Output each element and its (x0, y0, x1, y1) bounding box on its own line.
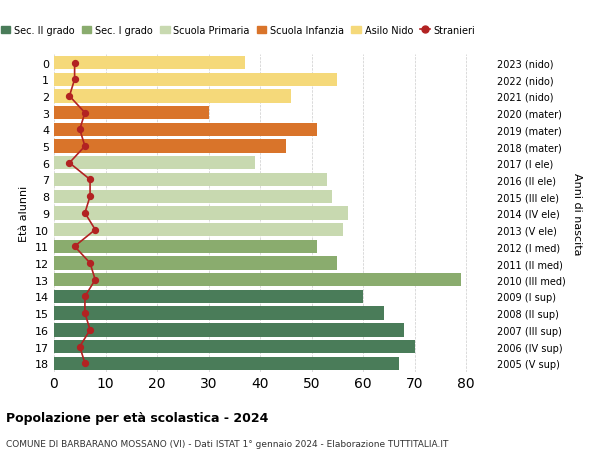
Bar (54, 157, 255, 170)
Legend: Sec. II grado, Sec. I grado, Scuola Primaria, Scuola Infanzia, Asilo Nido, Stran: Sec. II grado, Sec. I grado, Scuola Prim… (0, 22, 479, 39)
Point (91, 276, 100, 284)
Point (80, 210, 90, 217)
Point (85, 326, 95, 334)
Point (85, 193, 95, 201)
Y-axis label: Anni di nascita: Anni di nascita (572, 172, 582, 255)
Bar (54, 357, 399, 370)
Point (91, 226, 100, 234)
Bar (54, 57, 245, 70)
Point (85, 260, 95, 267)
Bar (54, 73, 337, 87)
Bar (54, 207, 348, 220)
Bar (54, 240, 317, 253)
Point (80, 110, 90, 117)
Bar (54, 290, 363, 303)
Bar (54, 324, 404, 337)
Point (75, 343, 85, 351)
Bar (54, 190, 332, 203)
Bar (54, 224, 343, 237)
Point (65, 160, 74, 167)
Bar (54, 90, 291, 103)
Point (70, 76, 79, 84)
Bar (54, 107, 209, 120)
Text: COMUNE DI BARBARANO MOSSANO (VI) - Dati ISTAT 1° gennaio 2024 - Elaborazione TUT: COMUNE DI BARBARANO MOSSANO (VI) - Dati … (6, 439, 448, 448)
Bar (54, 140, 286, 153)
Point (80, 360, 90, 367)
Point (80, 293, 90, 301)
Point (65, 93, 74, 101)
Text: Popolazione per età scolastica - 2024: Popolazione per età scolastica - 2024 (6, 411, 268, 424)
Bar (54, 257, 337, 270)
Bar (54, 274, 461, 287)
Bar (54, 123, 317, 137)
Point (80, 143, 90, 151)
Point (70, 243, 79, 251)
Point (70, 60, 79, 67)
Bar (54, 307, 384, 320)
Y-axis label: Età alunni: Età alunni (19, 185, 29, 241)
Point (80, 310, 90, 317)
Bar (54, 174, 327, 187)
Point (75, 126, 85, 134)
Bar (54, 340, 415, 353)
Point (85, 176, 95, 184)
